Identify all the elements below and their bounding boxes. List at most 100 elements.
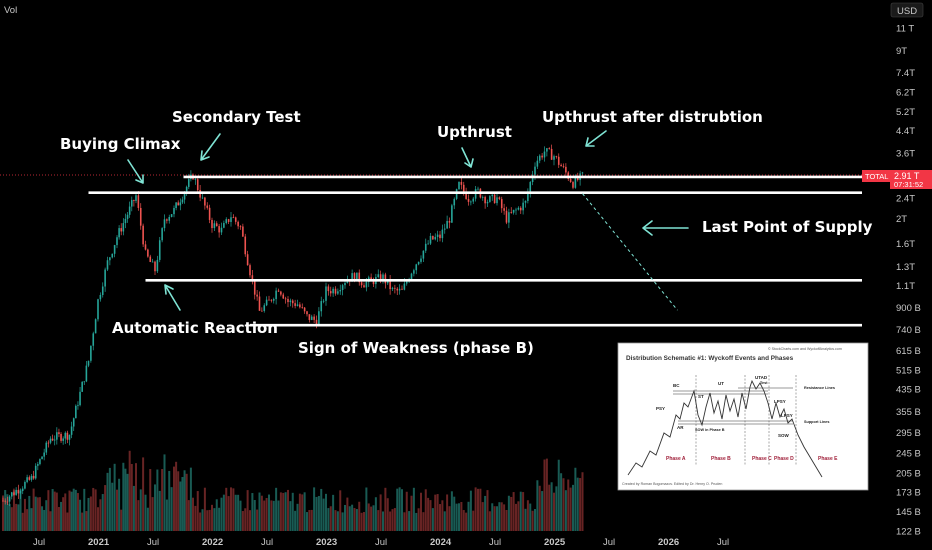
volume-bar <box>225 487 228 531</box>
volume-bar <box>282 492 285 531</box>
candle-body <box>318 311 320 326</box>
volume-bar <box>113 463 116 531</box>
time-axis[interactable]: Jul 2021 Jul 2022 Jul 2023 Jul 2024 Jul 2025 Jul 20… <box>33 537 729 548</box>
candle-body <box>396 288 399 291</box>
inset-phase-e: Phase E <box>818 456 838 462</box>
volume-bar <box>344 504 346 531</box>
candle-body <box>265 299 268 306</box>
candle-body <box>124 218 127 224</box>
candle-body <box>234 217 237 222</box>
candle-body <box>239 226 242 228</box>
inset-resistance: Resistance Lines <box>804 386 835 390</box>
candle-body <box>170 214 173 217</box>
volume-bar <box>120 509 123 531</box>
volume-bar <box>522 492 525 531</box>
candle-body <box>81 381 83 392</box>
candle-body <box>21 488 24 491</box>
volume-bar <box>279 492 282 531</box>
candle-body <box>118 228 120 238</box>
candle-body <box>465 191 467 199</box>
volume-bar <box>403 512 406 531</box>
price-axis[interactable]: 11 T9T7.4T6.2T5.2T4.4T3.6T2.9T2.4T2T1.6T… <box>896 24 921 538</box>
candle-body <box>53 439 56 441</box>
y-tick-label: 3.6T <box>896 148 915 159</box>
volume-bar <box>64 493 67 531</box>
volume-bar <box>450 491 453 531</box>
upthrust-label: Upthrust <box>437 123 512 141</box>
volume-bar <box>253 500 256 531</box>
volume-bar <box>38 497 41 531</box>
candle-body <box>557 156 560 165</box>
sign-of-weakness-label: Sign of Weakness (phase B) <box>298 339 534 357</box>
volume-bar <box>51 489 54 531</box>
volume-bar <box>87 497 90 531</box>
candle-body <box>26 477 28 482</box>
volume-bar <box>296 503 299 531</box>
inset-st: ST <box>698 394 704 399</box>
candle-body <box>47 442 50 444</box>
volume-bar <box>579 478 582 531</box>
volume-bar <box>422 512 425 531</box>
candle-body <box>467 198 470 202</box>
candle-body <box>232 217 235 219</box>
candle-body <box>6 501 9 503</box>
volume-bar <box>500 502 503 531</box>
volume-bar <box>272 500 275 531</box>
volume-bar <box>139 489 142 531</box>
currency-badge[interactable]: USD <box>890 2 924 18</box>
volume-bar <box>124 468 127 531</box>
automatic-reaction-arrow-icon <box>164 284 181 311</box>
volume-bar <box>156 469 159 531</box>
secondary-test-arrow-icon <box>200 133 221 161</box>
last-point-label: Last Point of Supply <box>702 218 873 236</box>
y-tick-label: 2.4T <box>896 194 915 205</box>
volume-bar <box>135 463 137 531</box>
volume-bar <box>128 450 131 531</box>
x-tick-label: Jul <box>717 537 729 548</box>
support-resistance-lines <box>88 175 862 327</box>
candle-body <box>505 210 508 223</box>
volume-bar <box>306 512 308 531</box>
volume-bar <box>168 470 171 531</box>
volume-bar <box>436 494 439 531</box>
volume-bar <box>158 490 161 531</box>
candle-body <box>10 492 13 497</box>
candle-body <box>77 405 79 406</box>
volume-bar <box>83 488 86 531</box>
candle-body <box>39 459 41 465</box>
volume-bar <box>260 495 263 531</box>
volume-bar <box>291 492 294 531</box>
volume-bar <box>94 489 97 531</box>
candle-body <box>299 304 301 308</box>
volume-bar <box>322 498 325 531</box>
candle-body <box>574 176 577 188</box>
y-tick-label: 173 B <box>896 487 921 498</box>
candle-body <box>332 288 334 294</box>
candle-body <box>62 438 64 441</box>
volume-bar <box>412 487 415 531</box>
volume-bar <box>116 489 118 531</box>
candle-body <box>75 405 77 419</box>
candle-body <box>72 418 75 427</box>
candle-body <box>360 282 363 286</box>
candle-body <box>272 299 275 301</box>
candle-body <box>277 290 280 292</box>
volume-bar <box>557 459 560 531</box>
volume-bar <box>192 497 194 531</box>
x-tick-label: 2025 <box>544 537 566 548</box>
volume-bar <box>491 503 494 531</box>
candle-body <box>510 212 513 214</box>
candle-body <box>225 219 228 224</box>
candle-body <box>484 196 486 204</box>
candle-body <box>15 489 17 495</box>
volume-bar <box>448 506 451 531</box>
volume-bar <box>173 466 175 531</box>
volume-bar <box>310 509 313 531</box>
volume-bar <box>49 511 52 531</box>
candle-body <box>41 456 43 460</box>
candle-body <box>287 298 289 303</box>
volume-bar <box>277 500 280 531</box>
candle-body <box>163 219 166 229</box>
volume-bar <box>21 512 24 531</box>
candle-body <box>353 273 356 281</box>
